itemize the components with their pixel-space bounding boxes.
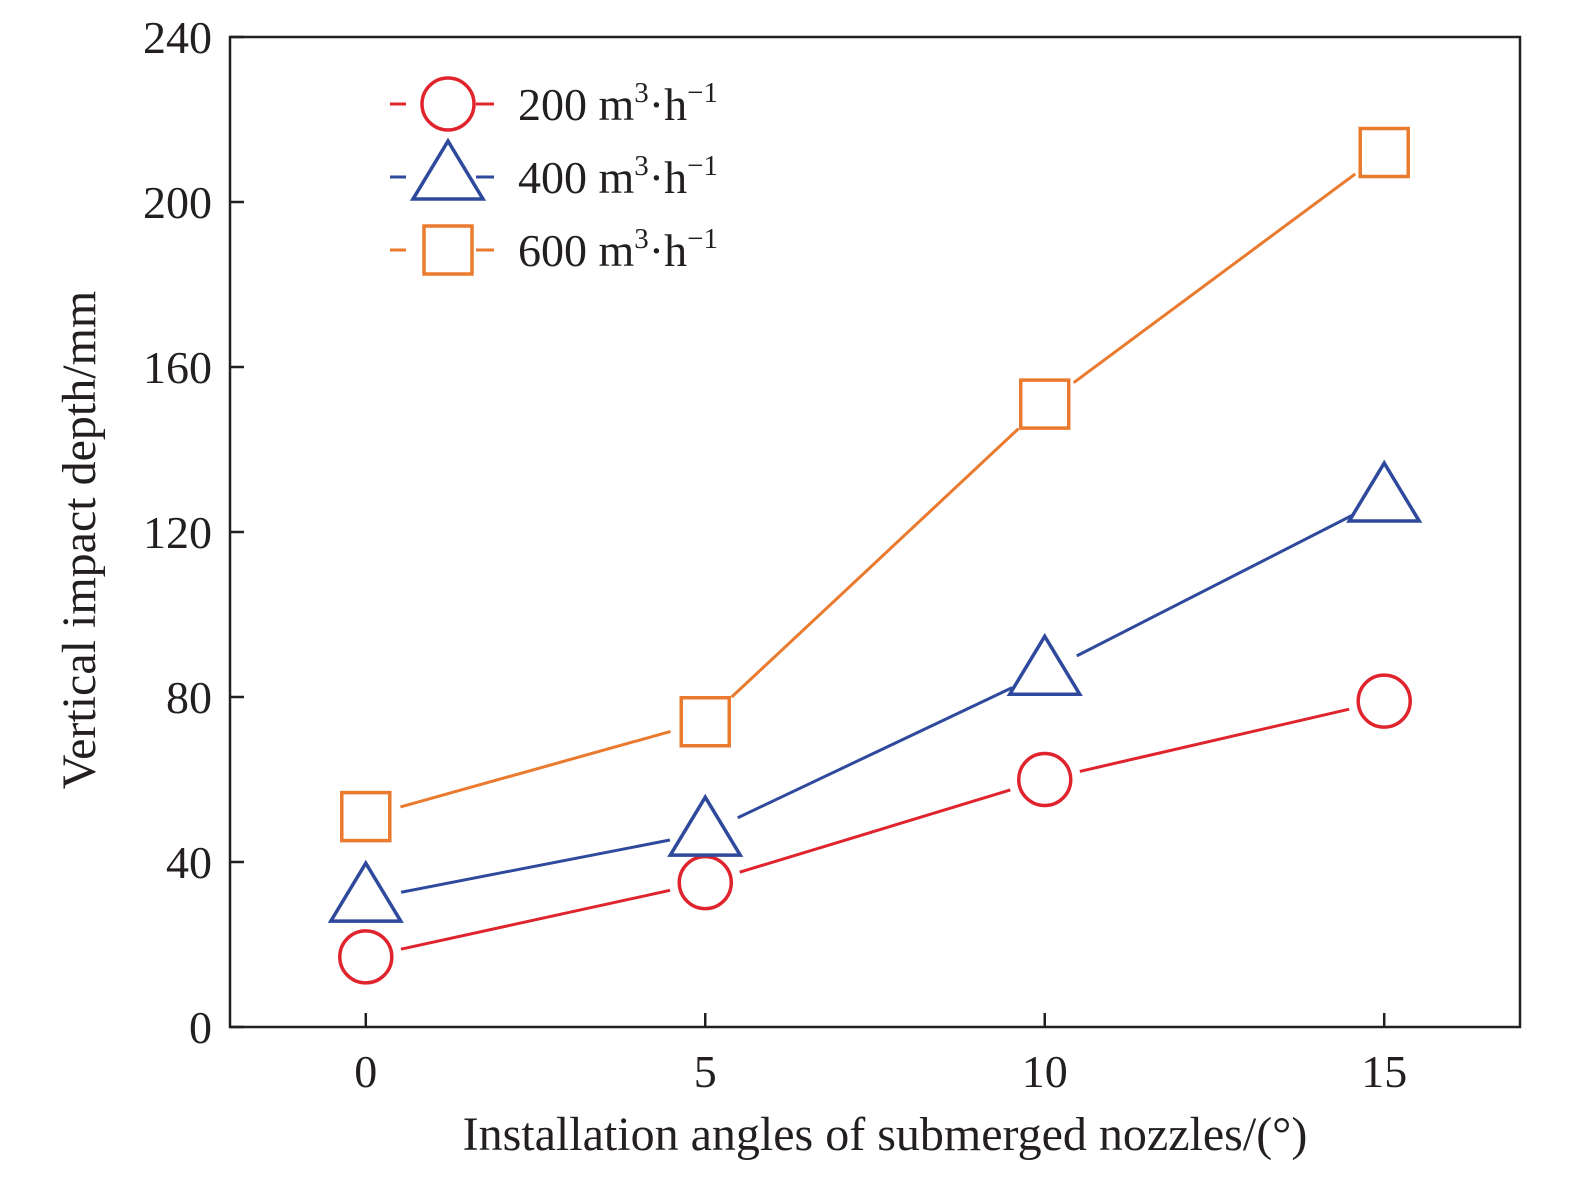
x-tick-label: 0 — [354, 1046, 377, 1097]
y-tick-label: 200 — [143, 177, 212, 228]
series-600 — [340, 126, 1410, 843]
legend-label: 600 m3·h−1 — [518, 223, 718, 276]
x-tick-label: 10 — [1022, 1046, 1068, 1097]
data-point — [338, 929, 394, 985]
x-axis-title: Installation angles of submerged nozzles… — [463, 1108, 1308, 1161]
x-tick-label: 5 — [694, 1046, 717, 1097]
data-point — [1346, 459, 1423, 523]
y-tick-label: 0 — [189, 1002, 212, 1053]
y-tick-label: 40 — [166, 837, 212, 888]
series-line-segment — [400, 729, 671, 809]
data-point — [1018, 378, 1071, 430]
series-line-segment — [400, 888, 671, 951]
tick-layer: 0 40 80 120 160 200 240 0 5 10 15 — [143, 12, 1407, 1097]
series-200 — [338, 673, 1412, 985]
series-line-segment — [1079, 707, 1350, 773]
series-line-segment — [1072, 172, 1357, 384]
y-tick-label: 240 — [143, 12, 212, 63]
series-layer — [327, 126, 1423, 985]
y-tick-label: 80 — [166, 672, 212, 723]
data-point — [667, 793, 744, 857]
series-line-segment — [737, 686, 1013, 820]
series-line-segment — [400, 838, 671, 894]
y-axis-title: Vertical impact depth/mm — [53, 291, 106, 790]
data-point — [1358, 126, 1410, 179]
legend-marker-triangle — [409, 137, 487, 201]
data-point — [1356, 673, 1412, 729]
y-tick-label: 120 — [143, 507, 212, 558]
series-line-segment — [730, 427, 1020, 699]
data-point — [679, 696, 732, 748]
legend-item: 200 m3·h−1 — [390, 76, 718, 132]
legend-marker-square — [422, 224, 474, 276]
legend-item: 600 m3·h−1 — [390, 223, 718, 276]
data-point — [1006, 632, 1083, 697]
series-line-segment — [1076, 514, 1353, 658]
legend-label: 200 m3·h−1 — [518, 77, 718, 130]
data-point — [327, 859, 404, 923]
series-line-segment — [739, 788, 1011, 874]
legend-marker-circle — [420, 76, 476, 132]
data-point — [1016, 751, 1073, 808]
data-point — [340, 790, 392, 843]
legend-label: 400 m3·h−1 — [518, 150, 718, 203]
y-tick-label: 160 — [143, 342, 212, 393]
data-point — [677, 854, 734, 911]
legend-item: 400 m3·h−1 — [390, 137, 718, 203]
series-400 — [327, 459, 1423, 923]
x-tick-label: 15 — [1361, 1046, 1407, 1097]
legend: 200 m3·h−1 400 m3·h−1 600 m3·h−1 — [390, 76, 718, 276]
